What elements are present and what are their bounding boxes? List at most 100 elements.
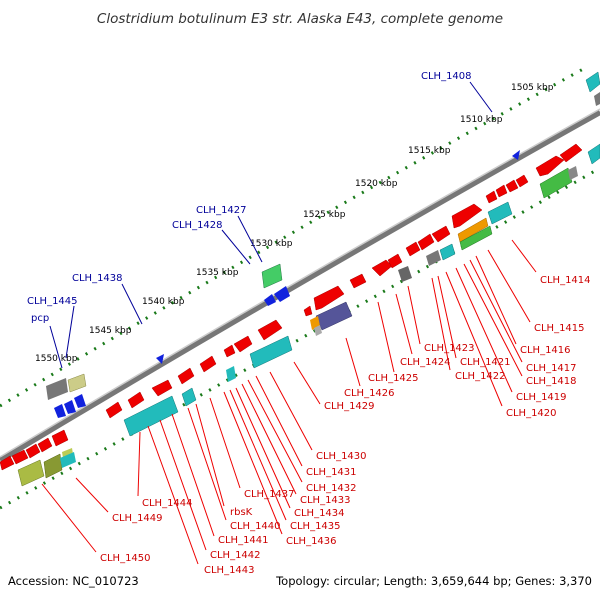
green-block[interactable] [261, 263, 283, 289]
cds-arrow[interactable] [349, 273, 367, 289]
olive-block[interactable] [17, 459, 45, 487]
gray-block[interactable] [426, 250, 441, 266]
green-block[interactable] [539, 167, 573, 199]
cds-arrow[interactable] [559, 143, 583, 163]
gene-label[interactable]: CLH_1433 [300, 495, 351, 506]
gene-label[interactable]: CLH_1431 [306, 467, 357, 478]
blue-gene-arrow[interactable] [156, 354, 164, 364]
cds-arrow[interactable] [535, 155, 565, 177]
leader-line [49, 325, 63, 369]
kbp-labels: 1505 kbp 1510 kbp 1515 kbp 1520 kbp 1525… [35, 83, 554, 364]
gene-label[interactable]: CLH_1445 [27, 296, 78, 307]
gene-label[interactable]: CLH_1422 [455, 371, 506, 382]
cds-arrow[interactable] [405, 241, 421, 257]
blue-gene-arrow[interactable] [64, 400, 76, 414]
gray-block[interactable] [594, 92, 600, 106]
cds-arrow[interactable] [451, 203, 483, 229]
gene-label[interactable]: CLH_1414 [540, 275, 591, 286]
cds-arrow[interactable] [387, 253, 403, 269]
gray-block[interactable] [568, 166, 578, 180]
gene-label[interactable]: CLH_1424 [400, 357, 451, 368]
gene-label[interactable]: CLH_1430 [316, 451, 367, 462]
gene-label[interactable]: CLH_1428 [172, 220, 223, 231]
teal-block[interactable] [587, 143, 600, 165]
gene-label[interactable]: CLH_1435 [290, 521, 341, 532]
cds-arrow[interactable] [177, 367, 195, 385]
blue-gene-arrow[interactable] [274, 286, 290, 302]
map-title: Clostridium botulinum E3 str. Alaska E43… [97, 11, 503, 27]
cds-arrow[interactable] [51, 429, 69, 447]
gene-label[interactable]: CLH_1421 [460, 357, 511, 368]
kbp-label: 1505 kbp [511, 83, 554, 93]
gene-label[interactable]: CLH_1437 [244, 489, 295, 500]
cds-arrow[interactable] [313, 285, 345, 311]
gene-label[interactable]: CLH_1416 [520, 345, 571, 356]
gene-label[interactable]: CLH_1442 [210, 550, 261, 561]
cds-arrow[interactable] [485, 190, 498, 204]
cds-arrow[interactable] [37, 437, 53, 453]
cds-arrow[interactable] [199, 355, 217, 373]
teal-block[interactable] [226, 366, 236, 382]
gene-label[interactable]: pcp [31, 313, 49, 324]
gene-label[interactable]: CLH_1423 [424, 343, 475, 354]
gene-label[interactable]: CLH_1415 [534, 323, 585, 334]
cds-arrow[interactable] [223, 344, 236, 358]
blue-gene-arrow[interactable] [74, 394, 86, 408]
cds-arrow[interactable] [11, 449, 29, 465]
gray-block[interactable] [398, 266, 412, 282]
teal-block[interactable] [181, 387, 197, 407]
teal-block[interactable] [123, 395, 179, 437]
teal-block[interactable] [439, 243, 456, 261]
gene-label[interactable]: CLH_1440 [230, 521, 281, 532]
cds-arrow[interactable] [105, 401, 123, 419]
gene-label[interactable]: CLH_1420 [506, 408, 557, 419]
gene-label[interactable]: CLH_1436 [286, 536, 337, 547]
cds-arrow[interactable] [417, 233, 435, 251]
teal-block[interactable] [487, 201, 513, 225]
gene-label[interactable]: rbsK [230, 507, 253, 518]
gene-label[interactable]: CLH_1429 [324, 401, 375, 412]
teal-block[interactable] [60, 452, 76, 468]
gene-label[interactable]: CLH_1425 [368, 373, 419, 384]
gene-label[interactable]: CLH_1418 [526, 376, 577, 387]
blue-gene-arrow[interactable] [512, 150, 520, 160]
cds-arrow[interactable] [233, 335, 253, 353]
reverse-genes [54, 150, 520, 418]
gene-label[interactable]: CLH_1449 [112, 513, 163, 524]
olive-block[interactable] [67, 373, 87, 393]
green-block[interactable] [459, 225, 493, 251]
cds-arrow[interactable] [257, 319, 283, 341]
feature-blocks [17, 71, 600, 487]
gene-label[interactable]: CLH_1450 [100, 553, 151, 564]
gene-label[interactable]: CLH_1438 [72, 273, 123, 284]
cds-arrow[interactable] [431, 225, 451, 243]
gene-label[interactable]: CLH_1441 [218, 535, 269, 546]
gene-label[interactable]: CLH_1426 [344, 388, 395, 399]
gray-block[interactable] [314, 325, 322, 336]
cds-arrow[interactable] [515, 174, 529, 188]
cds-arrow[interactable] [303, 305, 313, 317]
gene-label[interactable]: CLH_1419 [516, 392, 567, 403]
gene-label[interactable]: CLH_1434 [294, 508, 345, 519]
kbp-label: 1540 kbp [142, 297, 185, 307]
cds-arrow[interactable] [151, 379, 173, 397]
gray-block[interactable] [46, 378, 68, 400]
teal-block[interactable] [249, 335, 293, 369]
gene-label[interactable]: CLH_1417 [526, 363, 577, 374]
olive-block[interactable] [43, 453, 63, 479]
orange-block[interactable] [457, 217, 489, 243]
teal-block[interactable] [585, 71, 600, 93]
gene-label[interactable]: CLH_1443 [204, 565, 255, 576]
gene-label[interactable]: CLH_1408 [421, 71, 472, 82]
blue-gene-arrow[interactable] [54, 404, 66, 418]
gene-label[interactable]: CLH_1444 [142, 498, 193, 509]
cds-arrow[interactable] [505, 179, 519, 193]
cds-arrow[interactable] [495, 184, 508, 198]
cds-arrow[interactable] [25, 443, 41, 459]
forward-cds-track [0, 143, 583, 471]
blue-gene-arrow[interactable] [264, 294, 276, 306]
gene-label[interactable]: CLH_1427 [196, 205, 247, 216]
gene-label[interactable]: CLH_1432 [306, 483, 357, 494]
cds-arrow[interactable] [0, 455, 15, 471]
cds-arrow[interactable] [127, 391, 145, 409]
